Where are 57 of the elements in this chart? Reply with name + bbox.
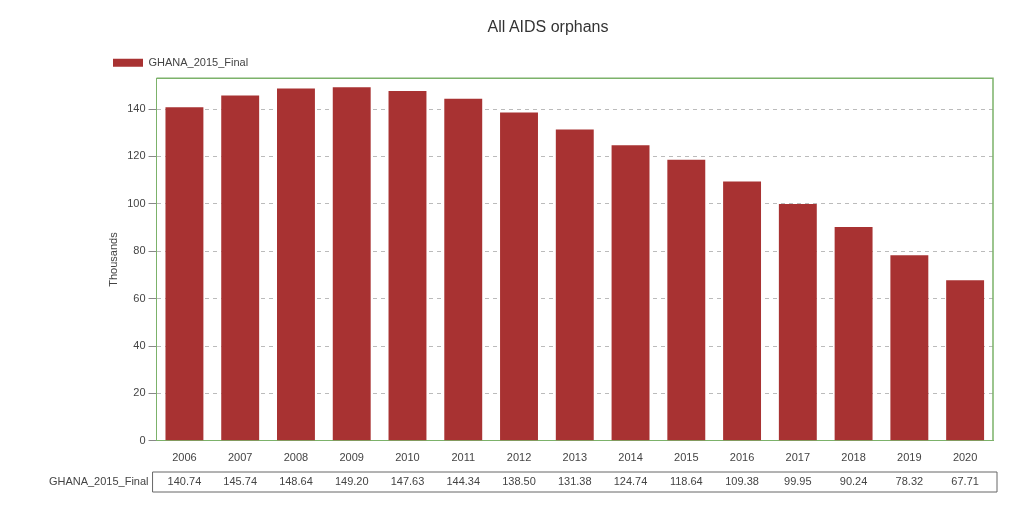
data-label: 149.20 [334, 475, 369, 488]
bar [667, 159, 706, 441]
y-tick-label: 60 [133, 291, 146, 304]
x-tick-label: 2017 [785, 451, 811, 464]
data-label: 138.50 [502, 475, 536, 488]
y-tick-label: 80 [133, 244, 146, 257]
data-label: 90.24 [839, 475, 868, 488]
bar [611, 145, 650, 441]
data-label: 78.32 [895, 475, 924, 488]
x-tick-label: 2016 [729, 451, 755, 464]
legend-label: GHANA_2015_Final [148, 55, 249, 68]
chart-title: All AIDS orphans [487, 18, 609, 36]
x-tick-label: 2020 [952, 451, 978, 464]
x-tick-label: 2014 [618, 451, 643, 464]
bar [946, 280, 985, 441]
bar [890, 255, 929, 441]
bar [500, 112, 538, 441]
x-tick-label: 2011 [451, 451, 476, 464]
x-tick-label: 2018 [841, 451, 866, 464]
x-tick-label: 2007 [227, 451, 253, 464]
y-axis-title: Thousands [106, 231, 119, 287]
bar [778, 203, 817, 441]
bar [444, 98, 483, 441]
data-label: 118.64 [669, 475, 703, 488]
data-label: 99.95 [784, 475, 812, 488]
data-label: 67.71 [951, 475, 979, 488]
x-tick-label: 2010 [395, 451, 420, 464]
x-tick-label: 2009 [339, 451, 364, 464]
data-label: 109.38 [725, 475, 759, 488]
y-tick-label: 40 [133, 339, 146, 352]
x-tick-label: 2006 [172, 451, 197, 464]
data-label: 131.38 [557, 475, 592, 488]
bar [834, 226, 873, 441]
y-tick-label: 20 [133, 386, 146, 399]
bar [165, 107, 204, 441]
x-tick-label: 2008 [283, 451, 309, 464]
y-tick-label: 120 [127, 149, 146, 162]
x-tick-label: 2013 [562, 451, 588, 464]
bar [332, 87, 371, 441]
x-tick-label: 2019 [897, 451, 922, 464]
data-label: 144.34 [446, 475, 481, 488]
bar [221, 95, 260, 441]
y-tick-label: 140 [127, 102, 146, 115]
bar [555, 129, 594, 441]
x-tick-label: 2012 [506, 451, 532, 464]
bar [723, 181, 762, 441]
text: GHANA_2015_Final [48, 475, 149, 488]
bar [388, 90, 427, 441]
data-label: 145.74 [223, 475, 258, 488]
y-tick-label: 0 [139, 433, 146, 446]
data-label: 124.74 [613, 475, 648, 488]
y-tick-label: 100 [127, 196, 146, 209]
bar [277, 88, 315, 441]
x-tick-label: 2015 [674, 451, 699, 464]
data-label: 148.64 [279, 475, 313, 488]
data-label: 140.74 [167, 475, 202, 488]
data-label: 147.63 [390, 475, 425, 488]
